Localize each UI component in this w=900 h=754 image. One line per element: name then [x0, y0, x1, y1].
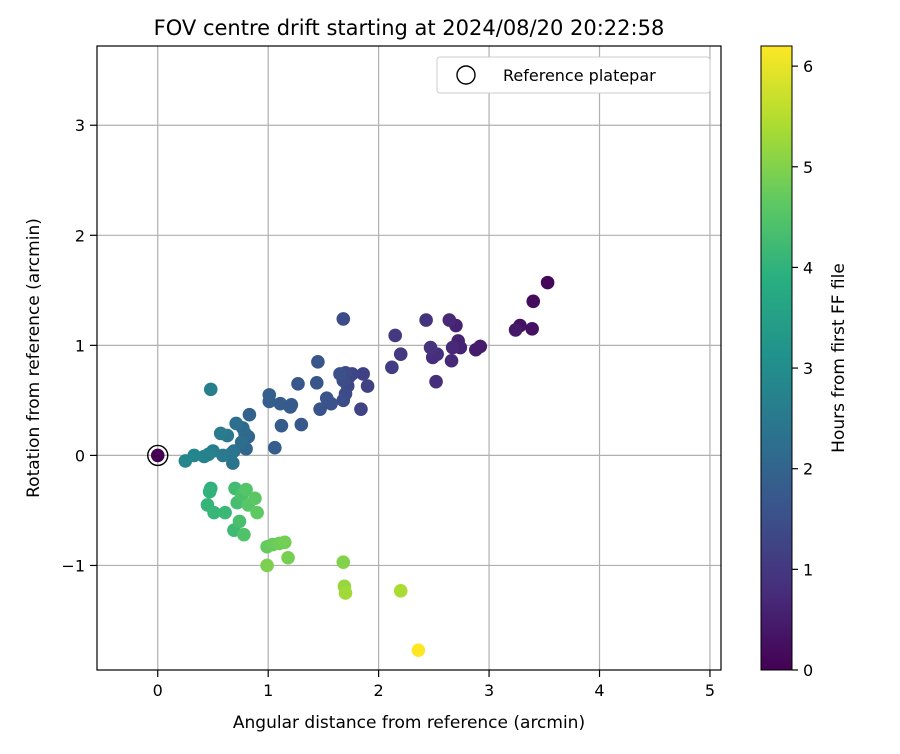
data-point: [313, 402, 327, 416]
colorbar-gradient: [760, 45, 793, 671]
data-point: [274, 418, 289, 433]
data-point: [239, 482, 253, 497]
data-point: [336, 312, 351, 326]
data-point: [273, 396, 288, 411]
legend-marker-icon: [456, 65, 476, 85]
data-point: [226, 456, 240, 470]
colorbar-tick-label: 3: [803, 359, 813, 378]
data-point: [444, 353, 459, 368]
x-tick-label: 1: [263, 681, 273, 700]
data-point: [232, 514, 247, 529]
y-tick-label: 0: [75, 446, 85, 465]
data-point: [281, 550, 295, 565]
data-point: [311, 355, 325, 369]
data-point: [469, 342, 483, 357]
reference-marker-layer: [147, 444, 169, 467]
data-point: [336, 393, 351, 408]
data-point: [411, 643, 426, 657]
data-point: [445, 340, 460, 355]
data-point: [202, 484, 217, 499]
axis-ticks: 0 1 2 3 4 5 −1 0 1 2 3: [61, 116, 715, 700]
y-axis-label: Rotation from reference (arcmin): [24, 218, 44, 498]
data-point: [360, 379, 375, 393]
data-point: [393, 347, 408, 361]
x-axis-label: Angular distance from reference (arcmin): [233, 713, 585, 733]
data-point: [213, 426, 228, 441]
colorbar-tick-label: 0: [803, 661, 813, 680]
data-point: [291, 377, 305, 391]
colorbar-tick-label: 4: [803, 258, 813, 277]
colorbar-tick-label: 1: [803, 560, 813, 579]
data-point: [385, 360, 399, 375]
legend-label: Reference platepar: [503, 66, 656, 85]
reference-platepar-marker: [147, 444, 169, 467]
data-point: [277, 535, 292, 550]
chart-title: FOV centre drift starting at 2024/08/20 …: [154, 16, 665, 40]
y-tick-label: −1: [61, 556, 85, 575]
data-point: [197, 449, 211, 464]
colorbar-tick-label: 2: [803, 460, 813, 479]
x-tick-label: 5: [705, 681, 715, 700]
data-point: [150, 448, 165, 463]
x-tick-label: 2: [374, 681, 384, 700]
data-points: [150, 275, 555, 657]
data-point: [248, 491, 262, 506]
x-tick-label: 3: [484, 681, 494, 700]
data-point: [442, 313, 457, 327]
data-point: [423, 340, 438, 355]
colorbar-tick-label: 5: [803, 158, 813, 177]
data-point: [242, 407, 257, 422]
data-point: [309, 375, 324, 390]
y-tick-label: 3: [75, 116, 85, 135]
data-point: [540, 275, 555, 290]
y-tick-label: 2: [75, 226, 85, 245]
data-point: [178, 454, 193, 468]
data-point: [319, 391, 334, 405]
legend: Reference platepar: [436, 56, 711, 94]
data-point: [508, 323, 523, 337]
data-point: [203, 382, 218, 397]
data-point: [419, 313, 433, 327]
data-point: [333, 367, 347, 381]
data-point: [393, 583, 408, 598]
colorbar-label: Hours from first FF file: [829, 263, 849, 453]
data-point: [525, 322, 539, 336]
data-point: [218, 505, 232, 520]
x-tick-label: 0: [153, 681, 163, 700]
data-point: [250, 505, 264, 520]
plot-area-frame: [96, 45, 722, 671]
data-point: [388, 328, 402, 343]
data-point: [234, 435, 249, 449]
data-point: [262, 388, 277, 402]
data-point: [294, 417, 309, 432]
data-point: [237, 527, 251, 542]
colorbar: 0 1 2 3 4 5 6 Hours from first FF file: [760, 45, 849, 680]
grid: [97, 46, 721, 670]
colorbar-tick-label: 6: [803, 57, 813, 76]
data-point: [356, 367, 370, 381]
data-point: [260, 558, 274, 573]
data-point: [229, 416, 243, 431]
data-point: [338, 586, 353, 600]
data-point: [526, 294, 541, 309]
data-point: [429, 374, 443, 389]
data-point: [268, 440, 282, 455]
data-point: [336, 555, 351, 569]
y-tick-label: 1: [75, 336, 85, 355]
data-point: [207, 505, 221, 520]
colorbar-ticks: 0 1 2 3 4 5 6: [792, 57, 813, 680]
x-tick-label: 4: [594, 681, 604, 700]
legend-box: [436, 56, 711, 94]
data-point: [354, 402, 368, 416]
